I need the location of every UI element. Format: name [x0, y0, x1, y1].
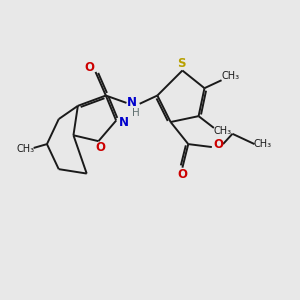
Text: S: S	[178, 57, 186, 70]
Text: O: O	[84, 61, 94, 74]
Text: O: O	[95, 141, 105, 154]
Text: N: N	[118, 116, 128, 128]
Text: CH₃: CH₃	[254, 139, 272, 149]
Text: N: N	[127, 96, 137, 110]
Text: CH₃: CH₃	[213, 126, 231, 136]
Text: H: H	[132, 108, 140, 118]
Text: O: O	[177, 168, 188, 181]
Text: O: O	[213, 138, 223, 151]
Text: CH₃: CH₃	[221, 70, 239, 80]
Text: CH₃: CH₃	[16, 143, 34, 154]
